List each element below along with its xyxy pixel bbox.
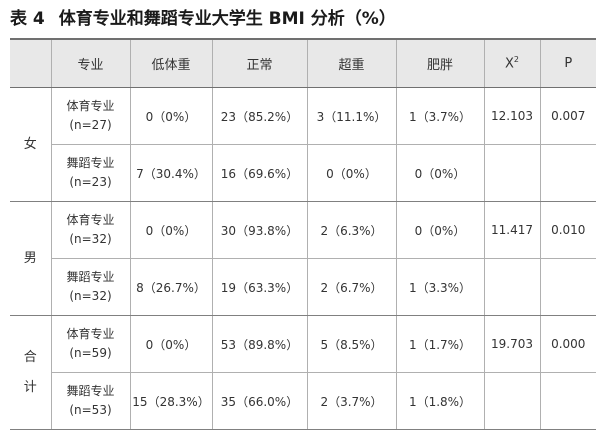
header-p: P	[539, 40, 596, 88]
top-rule	[10, 38, 596, 40]
p-value-empty-cell	[539, 144, 596, 202]
table-row: 合计体育专业 (n=59) 0（0%） 53（89.8%） 5（8.5%） 1（1.7%）…	[10, 315, 596, 430]
normal-cell: 30（93.8%）	[211, 201, 307, 259]
normal-cell: 16（69.6%）	[211, 144, 307, 202]
major-cell: 体育专业 (n=59)	[50, 315, 130, 373]
major-cell: 体育专业 (n=27)	[50, 87, 130, 145]
major-cell: 体育专业 (n=32)	[50, 201, 130, 259]
overweight-cell: 0（0%）	[306, 144, 396, 202]
table-row: 舞蹈专业 (n=23) 7（30.4%） 16（69.6%） 0（0%） 0（0%）	[10, 144, 596, 202]
table-row: 男体育专业 (n=32) 0（0%） 30（93.8%） 2（6.3%） 0（0%） 11.…	[10, 201, 596, 316]
table-caption: 体育专业和舞蹈专业大学生 BMI 分析（%）	[58, 9, 396, 29]
obese-cell: 1（1.8%）	[395, 372, 484, 430]
p-value-empty-cell	[539, 372, 596, 430]
major-cell: 舞蹈专业 (n=53)	[50, 372, 130, 430]
normal-cell: 53（89.8%）	[211, 315, 307, 373]
underweight-cell: 0（0%）	[129, 201, 212, 259]
overweight-cell: 3（11.1%）	[306, 87, 396, 145]
header-normal: 正常	[211, 40, 307, 88]
obese-cell: 1（3.3%）	[395, 258, 484, 316]
overweight-cell: 2（6.3%）	[306, 201, 396, 259]
overweight-cell: 5（8.5%）	[306, 315, 396, 373]
underweight-cell: 0（0%）	[129, 315, 212, 373]
table-title: 表 4 体育专业和舞蹈专业大学生 BMI 分析（%）	[10, 6, 396, 32]
p-value-cell: 0.010	[539, 201, 596, 259]
table-number: 表 4	[10, 9, 45, 29]
header-group	[10, 40, 51, 88]
header-overweight: 超重	[306, 40, 396, 88]
obese-cell: 1（1.7%）	[395, 315, 484, 373]
chi-square-cell: 19.703	[483, 315, 540, 373]
overweight-cell: 2（3.7%）	[306, 372, 396, 430]
bmi-table: 专业 低体重 正常 超重 肥胖 X2 P 女体育专业 (n=27) 0（0%） 23（…	[10, 40, 596, 430]
table-row: 舞蹈专业 (n=53) 15（28.3%） 35（66.0%） 2（3.7%） 1（1.8…	[10, 372, 596, 430]
chi-square-empty-cell	[483, 258, 540, 316]
p-value-empty-cell	[539, 258, 596, 316]
overweight-cell: 2（6.7%）	[306, 258, 396, 316]
obese-cell: 0（0%）	[395, 144, 484, 202]
header-major: 专业	[50, 40, 130, 88]
header-obese: 肥胖	[395, 40, 484, 88]
group-label: 男	[10, 201, 51, 316]
normal-cell: 19（63.3%）	[211, 258, 307, 316]
table-row: 舞蹈专业 (n=32) 8（26.7%） 19（63.3%） 2（6.7%） 1（3.3%…	[10, 258, 596, 316]
header-row: 专业 低体重 正常 超重 肥胖 X2 P	[10, 40, 596, 88]
header-underweight: 低体重	[129, 40, 212, 88]
chi-square-empty-cell	[483, 372, 540, 430]
group-label: 合计	[10, 315, 51, 430]
chi-square-empty-cell	[483, 144, 540, 202]
obese-cell: 0（0%）	[395, 201, 484, 259]
table-row: 女体育专业 (n=27) 0（0%） 23（85.2%） 3（11.1%） 1（3.7%）…	[10, 87, 596, 202]
header-chi-square: X2	[483, 40, 540, 88]
underweight-cell: 15（28.3%）	[129, 372, 212, 430]
p-value-cell: 0.000	[539, 315, 596, 373]
major-cell: 舞蹈专业 (n=32)	[50, 258, 130, 316]
obese-cell: 1（3.7%）	[395, 87, 484, 145]
underweight-cell: 8（26.7%）	[129, 258, 212, 316]
major-cell: 舞蹈专业 (n=23)	[50, 144, 130, 202]
underweight-cell: 0（0%）	[129, 87, 212, 145]
p-value-cell: 0.007	[539, 87, 596, 145]
chi-square-cell: 11.417	[483, 201, 540, 259]
chi-square-cell: 12.103	[483, 87, 540, 145]
normal-cell: 23（85.2%）	[211, 87, 307, 145]
group-label: 女	[10, 87, 51, 202]
normal-cell: 35（66.0%）	[211, 372, 307, 430]
underweight-cell: 7（30.4%）	[129, 144, 212, 202]
